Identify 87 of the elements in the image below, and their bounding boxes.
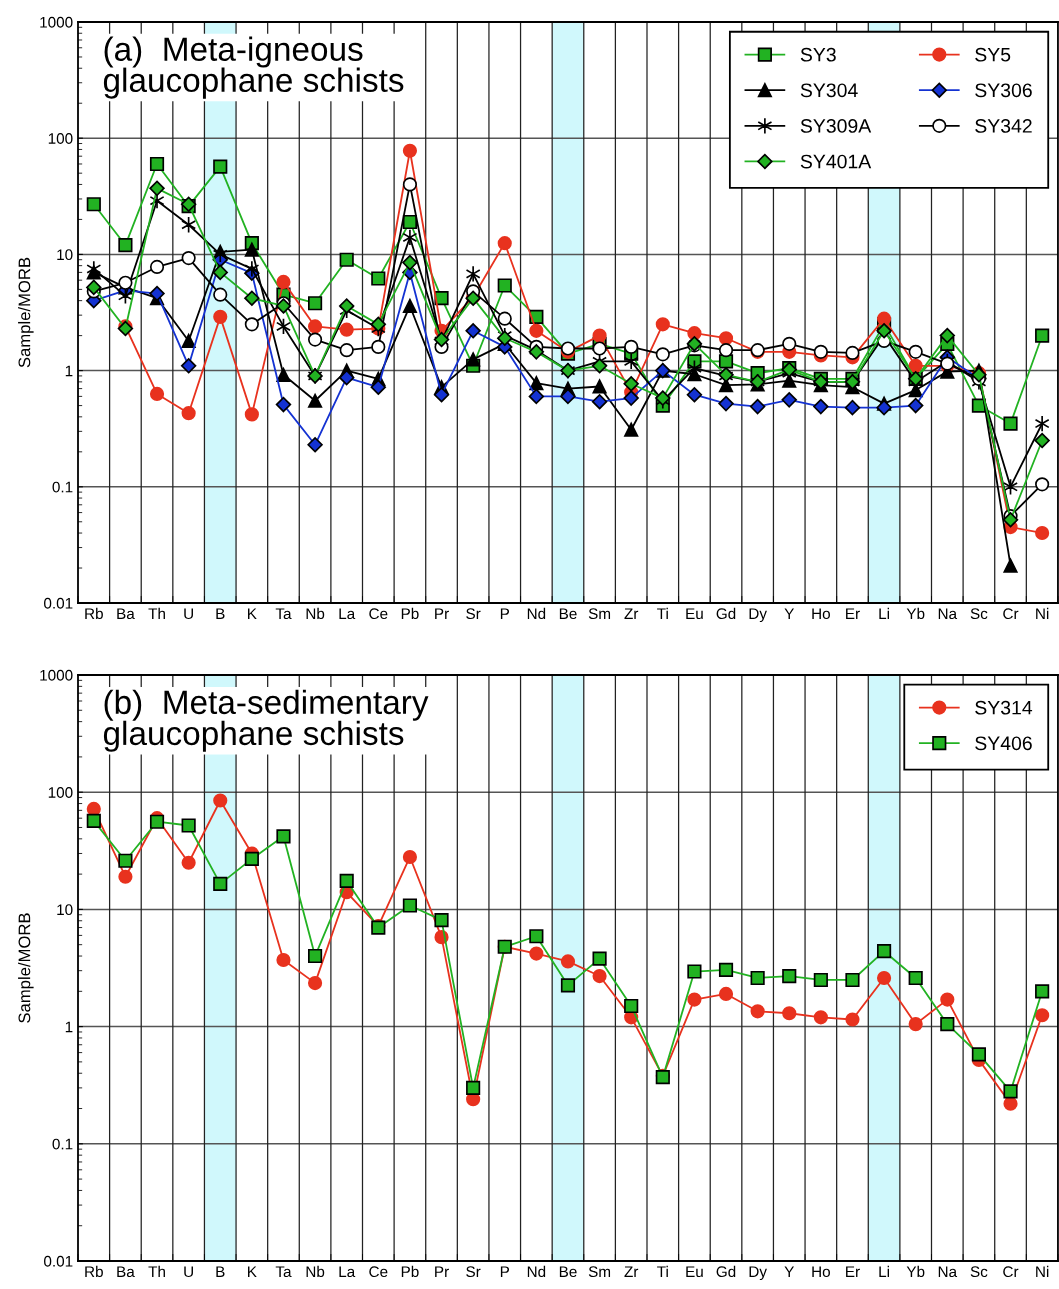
x-tick-label: Be [559, 608, 577, 620]
x-tick-label: Dy [749, 1266, 767, 1281]
y-tick-label: 100 [48, 787, 73, 798]
x-tick-label: Eu [686, 1266, 703, 1278]
x-tick-label: Ce [369, 608, 388, 620]
x-tick-label: Na [938, 1266, 958, 1278]
x-tick-label: Li [879, 1265, 889, 1277]
y-tick-label: 0.01 [44, 1255, 73, 1267]
y-tick-label: 0.01 [44, 597, 73, 609]
x-tick-label: Zr [624, 1266, 639, 1277]
x-tick-label: Ta [275, 1266, 292, 1278]
y-tick-label: 100 [48, 133, 73, 144]
x-tick-label: Pr [435, 1266, 449, 1277]
legend-label: SY304 [800, 83, 858, 98]
x-tick-label: Sr [466, 1266, 481, 1278]
x-tick-label: Th [148, 607, 165, 619]
x-tick-label: Nd [527, 1265, 546, 1278]
legend-label: SY309A [800, 119, 872, 133]
x-tick-label: Ho [812, 1266, 830, 1278]
x-tick-label: Er [846, 1266, 860, 1277]
x-tick-label: Pr [435, 608, 449, 619]
legend-label: SY342 [975, 119, 1032, 133]
x-tick-label: Pb [401, 1265, 419, 1278]
x-tick-label: U [184, 608, 193, 620]
y-tick-label: 10 [57, 249, 73, 261]
x-tick-label: Rb [85, 607, 103, 620]
x-tick-label: Th [148, 1265, 165, 1277]
x-tick-label: Eu [686, 608, 703, 620]
y-tick-label: 1000 [40, 16, 73, 28]
x-tick-label: Ta [275, 608, 292, 620]
x-tick-label: P [500, 608, 510, 619]
x-tick-label: Gd [716, 607, 736, 620]
x-tick-label: Nb [306, 607, 325, 620]
x-tick-label: Nd [527, 607, 546, 620]
x-tick-label: Ni [1036, 1265, 1049, 1277]
x-tick-label: La [339, 608, 356, 620]
x-tick-label: Na [938, 608, 958, 620]
y-tick-label: 1 [65, 365, 73, 377]
y-axis-title: Sample/MORB [18, 257, 34, 368]
x-tick-label: Ti [657, 1265, 668, 1277]
x-tick-label: Sc [970, 1266, 988, 1278]
x-tick-label: B [216, 608, 225, 619]
y-tick-label: 1000 [40, 669, 73, 681]
text: (b) Meta-sedimentary glaucophane schists [103, 689, 429, 752]
x-tick-label: Cr [1003, 608, 1019, 620]
x-tick-label: Ce [369, 1266, 388, 1278]
x-tick-label: Er [846, 608, 860, 619]
x-tick-label: Y [784, 1266, 795, 1277]
x-tick-label: Ni [1036, 607, 1049, 619]
legend-label: SY306 [975, 83, 1032, 98]
x-tick-label: Ba [117, 1266, 135, 1278]
x-tick-label: Sr [466, 608, 481, 620]
x-tick-label: Nb [306, 1265, 325, 1278]
x-tick-label: Yb [906, 1265, 925, 1278]
x-tick-label: Ti [657, 607, 668, 619]
legend-label: SY3 [800, 47, 836, 62]
x-tick-label: La [339, 1266, 356, 1278]
x-tick-label: Y [784, 608, 795, 619]
x-tick-label: Dy [749, 608, 767, 623]
y-tick-label: 1 [65, 1021, 73, 1033]
x-tick-label: Sm [588, 1266, 611, 1278]
x-tick-label: U [184, 1266, 193, 1278]
text: (a) Meta-igneous glaucophane schists [103, 36, 404, 99]
y-axis-title: Sample/MORB [18, 913, 34, 1023]
x-tick-label: K [248, 608, 257, 619]
x-tick-label: Sc [970, 608, 988, 620]
x-tick-label: Be [559, 1266, 577, 1278]
x-tick-label: P [500, 1266, 510, 1277]
x-tick-label: Pb [401, 607, 419, 620]
x-tick-label: Yb [906, 607, 925, 620]
x-tick-label: K [248, 1266, 257, 1277]
x-tick-label: Ba [117, 608, 135, 620]
legend-label: SY401A [800, 154, 872, 169]
x-tick-label: Cr [1003, 1266, 1019, 1278]
legend-label: SY314 [975, 700, 1033, 715]
y-tick-label: 10 [57, 904, 73, 916]
x-tick-label: Ho [812, 608, 830, 620]
x-tick-label: Gd [716, 1265, 736, 1278]
y-tick-label: 0.1 [52, 481, 73, 493]
x-tick-label: B [216, 1266, 225, 1277]
x-tick-label: Li [879, 607, 889, 619]
x-tick-label: Zr [624, 608, 639, 619]
legend-label: SY406 [975, 736, 1032, 751]
x-tick-label: Sm [588, 608, 611, 620]
legend-label: SY5 [975, 47, 1011, 62]
x-tick-label: Rb [85, 1265, 103, 1278]
y-tick-label: 0.1 [52, 1138, 73, 1150]
